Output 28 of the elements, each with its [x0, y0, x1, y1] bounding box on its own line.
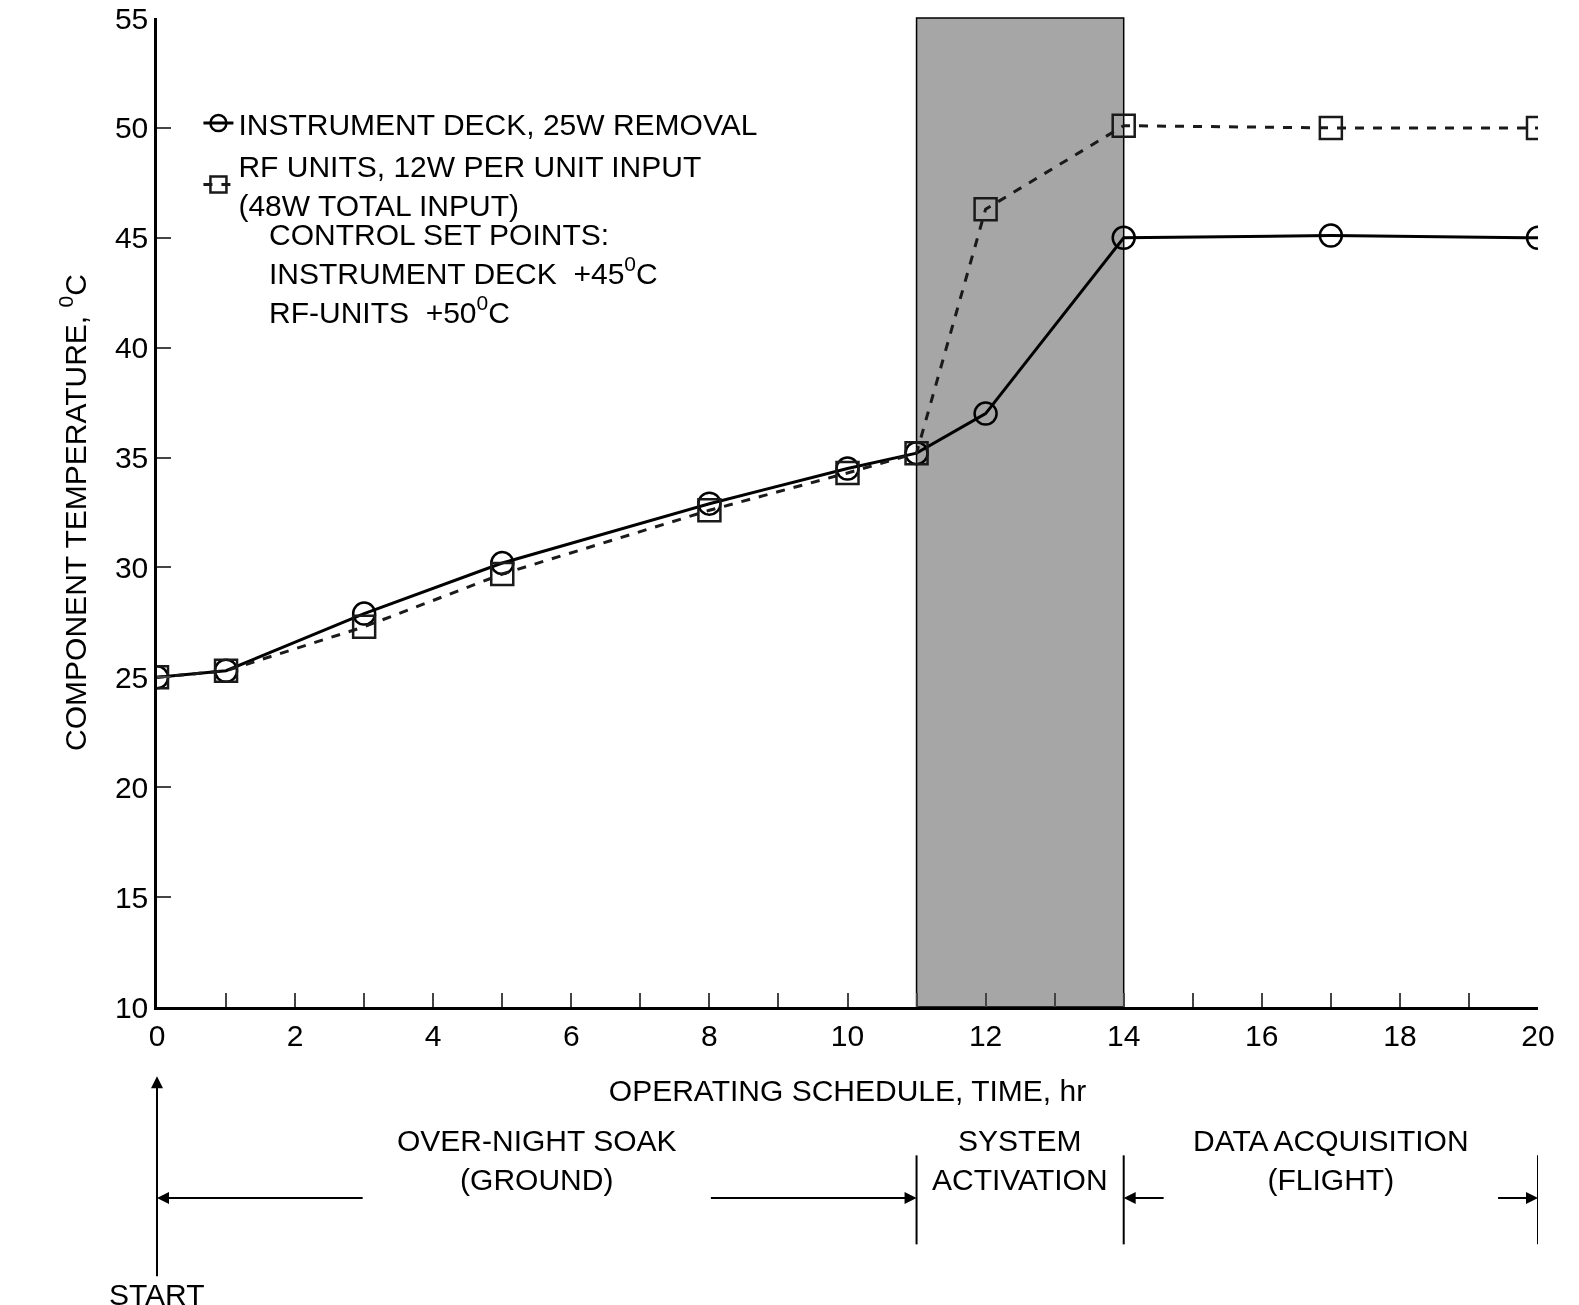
x-tick-label: 18	[1383, 1018, 1417, 1052]
text: OVER-NIGHT SOAK (GROUND)	[397, 1124, 677, 1196]
y-tick-label: 55	[114, 1, 149, 35]
x-tick-label: 10	[830, 1018, 865, 1052]
x-tick-label: 2	[286, 1018, 304, 1052]
x-tick-label: 6	[562, 1018, 580, 1052]
y-tick-label: 50	[114, 111, 149, 145]
x-axis-title: OPERATING SCHEDULE, TIME, hr	[608, 1074, 1087, 1108]
y-tick-label: 30	[114, 550, 149, 584]
legend-label: RF UNITS, 12W PER UNIT INPUT (48W TOTAL INPUT)	[238, 149, 702, 222]
y-tick-label: 25	[114, 660, 149, 694]
legend-label: INSTRUMENT DECK, 25W REMOVAL	[238, 107, 758, 141]
text: SYSTEM ACTIVATION	[932, 1124, 1108, 1196]
text: START	[109, 1278, 205, 1305]
x-tick-label: 20	[1521, 1018, 1555, 1052]
y-tick-label: 35	[114, 441, 149, 475]
y-tick-label: 45	[114, 221, 149, 255]
x-tick-label: 14	[1107, 1018, 1141, 1052]
text: DATA ACQUISITION (FLIGHT)	[1193, 1124, 1469, 1196]
x-tick-label: 4	[424, 1018, 442, 1052]
y-tick-label: 10	[114, 990, 149, 1024]
y-tick-label: 40	[114, 331, 149, 365]
x-tick-label: 0	[148, 1018, 166, 1052]
y-tick-label: 20	[114, 770, 149, 804]
x-tick-label: 16	[1245, 1018, 1279, 1052]
x-tick-label: 12	[968, 1018, 1003, 1052]
x-tick-label: 8	[701, 1018, 718, 1052]
y-tick-label: 15	[114, 880, 149, 914]
